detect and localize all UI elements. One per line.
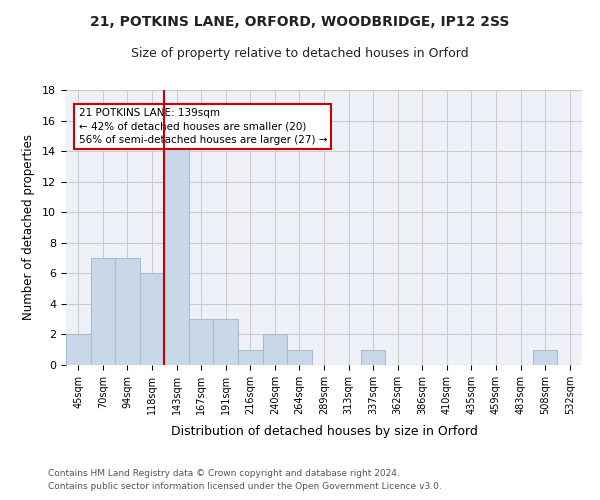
Bar bbox=[263, 334, 287, 365]
Bar bbox=[533, 350, 557, 365]
Bar bbox=[140, 274, 164, 365]
Text: Contains HM Land Registry data © Crown copyright and database right 2024.: Contains HM Land Registry data © Crown c… bbox=[48, 468, 400, 477]
Text: Size of property relative to detached houses in Orford: Size of property relative to detached ho… bbox=[131, 48, 469, 60]
Y-axis label: Number of detached properties: Number of detached properties bbox=[22, 134, 35, 320]
Bar bbox=[189, 319, 214, 365]
Bar bbox=[287, 350, 312, 365]
Bar bbox=[91, 258, 115, 365]
X-axis label: Distribution of detached houses by size in Orford: Distribution of detached houses by size … bbox=[170, 425, 478, 438]
Bar bbox=[238, 350, 263, 365]
Bar bbox=[361, 350, 385, 365]
Bar bbox=[115, 258, 140, 365]
Text: Contains public sector information licensed under the Open Government Licence v3: Contains public sector information licen… bbox=[48, 482, 442, 491]
Bar bbox=[66, 334, 91, 365]
Text: 21, POTKINS LANE, ORFORD, WOODBRIDGE, IP12 2SS: 21, POTKINS LANE, ORFORD, WOODBRIDGE, IP… bbox=[91, 15, 509, 29]
Text: 21 POTKINS LANE: 139sqm
← 42% of detached houses are smaller (20)
56% of semi-de: 21 POTKINS LANE: 139sqm ← 42% of detache… bbox=[79, 108, 327, 144]
Bar bbox=[214, 319, 238, 365]
Bar bbox=[164, 136, 189, 365]
